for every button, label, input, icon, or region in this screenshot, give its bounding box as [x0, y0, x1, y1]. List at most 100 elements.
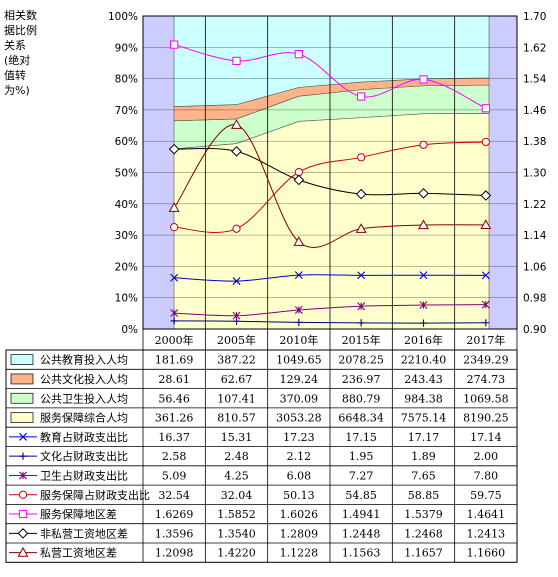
table-cell: 1.2468	[404, 527, 443, 540]
y-tick-right: 1.62	[523, 42, 546, 54]
y-tick-left: 70%	[115, 105, 138, 117]
table-cell: 810.57	[217, 412, 256, 425]
table-cell: 181.69	[155, 354, 194, 367]
series-point-1	[419, 271, 428, 280]
y-tick-left: 20%	[115, 261, 138, 273]
series-point-1	[170, 273, 179, 282]
y-tick-right: 1.54	[523, 74, 547, 86]
table-cell: 1049.65	[276, 354, 322, 367]
table-row-label: 公共教育投入人均	[40, 353, 128, 367]
y-tick-left: 0%	[121, 324, 138, 336]
table-cell: 274.73	[467, 373, 506, 386]
y-tick-left: 10%	[115, 293, 138, 305]
series-point-2	[170, 317, 178, 325]
table-cell: 2078.25	[338, 354, 384, 367]
table-cell: 59.75	[470, 489, 502, 502]
y-tick-left: 100%	[108, 11, 138, 23]
table-cell: 17.23	[283, 431, 315, 444]
table-cell: 2.00	[474, 450, 499, 463]
table-cell: 1.4220	[217, 547, 256, 560]
y-tick-left: 80%	[115, 74, 138, 86]
y-tick-left: 60%	[115, 136, 138, 148]
series-point-5	[232, 56, 241, 66]
y-axis-label-left: 相关数据比例关系(绝对值转为%)	[4, 9, 37, 97]
legend-swatch	[10, 373, 34, 385]
table-cell: 2210.40	[401, 354, 447, 367]
legend-marker	[18, 490, 28, 499]
table-cell: 1.89	[411, 450, 436, 463]
table-row-label: 服务保障地区差	[40, 507, 117, 521]
table-cell: 54.85	[345, 489, 377, 502]
series-point-4	[357, 153, 366, 162]
table-cell: 32.54	[158, 489, 190, 502]
table-row-label: 公共卫生投入人均	[40, 391, 128, 405]
series-point-7	[355, 223, 367, 233]
legend-marker	[17, 547, 29, 557]
y-tick-left: 40%	[115, 199, 138, 211]
table-cell: 1.6026	[280, 508, 319, 521]
table-cell: 58.85	[408, 489, 440, 502]
table-cell: 56.46	[158, 392, 190, 405]
table-cell: 1.2448	[342, 527, 381, 540]
series-point-5	[170, 40, 179, 49]
table-row-label: 文化占财政支出比	[40, 449, 128, 463]
table-cell: 7.27	[349, 469, 374, 482]
y-tick-right: 1.46	[523, 105, 547, 117]
table-row-label: 公共文化投入人均	[40, 372, 128, 386]
x-tick-label: 2000年	[155, 333, 194, 347]
series-point-4	[232, 224, 241, 233]
series-line-1	[174, 274, 486, 282]
y-tick-right: 1.70	[523, 11, 546, 23]
series-point-7	[231, 119, 242, 129]
table-row-label: 服务保障占财政支出比	[40, 488, 150, 502]
table-row-label: 私营工资地区差	[40, 546, 117, 560]
table-cell: 1.5852	[217, 508, 256, 521]
series-point-3	[294, 305, 303, 314]
table-cell: 370.09	[280, 392, 319, 405]
y-tick-right: 1.30	[523, 168, 546, 180]
y-tick-right: 1.38	[523, 136, 546, 148]
table-cell: 1069.58	[463, 392, 509, 405]
table-cell: 7.80	[474, 469, 499, 482]
series-point-1	[357, 271, 366, 280]
series-line-5	[174, 44, 487, 109]
series-point-2	[419, 319, 428, 327]
series-point-5	[357, 92, 366, 101]
legend-marker	[19, 432, 27, 441]
series-point-3	[481, 300, 490, 309]
table-cell: 1.2098	[155, 547, 194, 560]
series-point-4	[294, 167, 303, 177]
table-row-label: 服务保障综合人均	[40, 411, 128, 425]
legend-swatch	[10, 354, 34, 365]
x-tick-label: 2017年	[466, 333, 505, 347]
y-tick-left: 50%	[115, 168, 138, 180]
series-point-1	[294, 271, 303, 280]
series-point-6	[418, 188, 429, 199]
series-point-3	[357, 302, 366, 311]
series-point-6	[293, 174, 305, 186]
table-cell: 17.14	[470, 431, 502, 444]
series-point-1	[481, 271, 490, 280]
table-cell: 50.13	[283, 489, 315, 502]
series-point-2	[295, 318, 303, 326]
table-cell: 7.65	[411, 469, 436, 482]
series-point-4	[481, 137, 490, 147]
series-point-4	[170, 223, 179, 232]
table-cell: 129.24	[280, 373, 319, 386]
table-cell: 32.04	[221, 489, 253, 502]
x-tick-label: 2015年	[342, 333, 381, 347]
table-row-label: 非私营工资地区差	[40, 526, 128, 540]
series-point-7	[168, 202, 180, 212]
legend-marker	[19, 452, 27, 460]
table-cell: 1.5379	[404, 508, 443, 521]
series-point-5	[481, 104, 490, 113]
table-cell: 8190.25	[463, 412, 509, 425]
table-cell: 1.1228	[280, 547, 319, 560]
table-cell: 1.2809	[280, 527, 319, 540]
series-point-3	[232, 311, 241, 320]
table-cell: 1.1657	[404, 547, 443, 560]
table-cell: 2.12	[287, 450, 312, 463]
legend-swatch	[10, 412, 34, 423]
series-point-6	[168, 143, 180, 155]
y-tick-right: 1.06	[523, 261, 547, 273]
